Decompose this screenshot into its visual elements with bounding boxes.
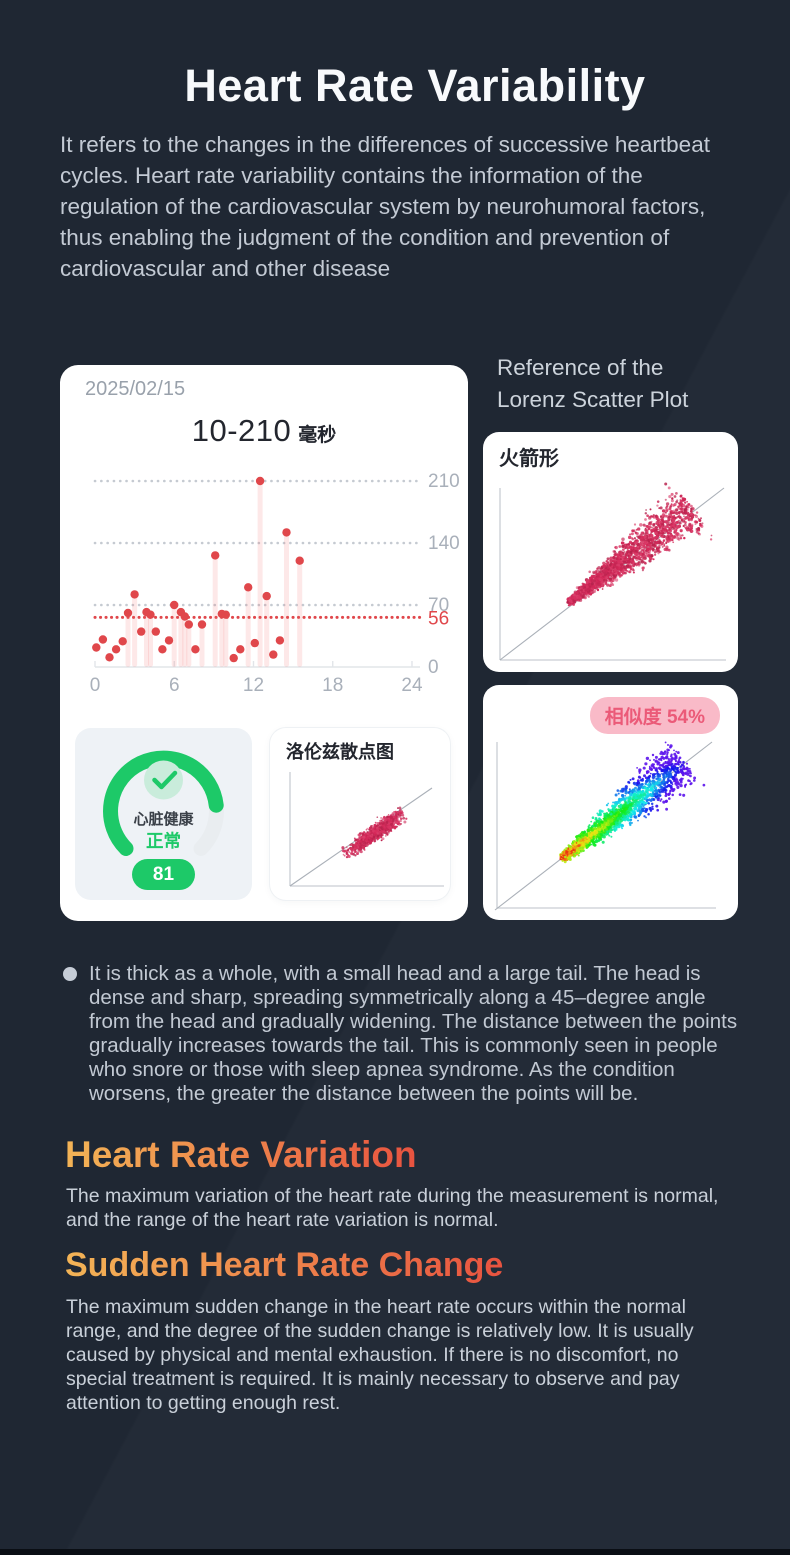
range-title: 10-210 毫秒 [60,413,468,449]
page-title: Heart Rate Variability [184,60,646,111]
reference-title: Reference of the Lorenz Scatter Plot [497,352,742,416]
section-heading-sudden-change: Sudden Heart Rate Change [65,1246,504,1284]
svg-text:24: 24 [401,675,423,696]
footer-bar [0,1549,790,1555]
section-body-sudden-change: The maximum sudden change in the heart r… [66,1296,694,1414]
svg-text:56: 56 [428,608,449,629]
section-body-heart-rate-variation: The maximum variation of the heart rate … [66,1185,719,1231]
bullet-text: It is thick as a whole, with a small hea… [89,962,738,1105]
score-badge: 81 [132,859,195,890]
bullet-row: It is thick as a whole, with a small hea… [63,962,751,1106]
range-value: 10-210 [191,413,292,448]
svg-text:70: 70 [428,595,449,616]
svg-text:140: 140 [428,533,460,554]
hrv-scatter-chart: 70 140 210 56 0 0 6 12 18 24 [90,471,460,696]
heart-health-gauge-card: 心脏健康 正常 81 [75,728,252,900]
rocket-shape-card: 火箭形 [483,432,738,672]
intro-text: It refers to the changes in the differen… [60,132,710,281]
similarity-card: 相似度 54% [483,685,738,920]
hrv-daily-card: 2025/02/15 10-210 毫秒 70 140 210 56 0 0 6 12 18 24 … [60,365,468,921]
gauge-label: 心脏健康 [133,811,194,828]
rocket-shape-plot [499,482,726,661]
mini-lorenz-title: 洛伦兹散点图 [286,742,394,762]
svg-text:210: 210 [428,471,460,492]
reference-title-line2: Lorenz Scatter Plot [497,387,689,412]
similarity-badge: 相似度 54% [589,697,720,734]
gauge-arc-with-check-icon [103,750,224,856]
gauge-status: 正常 [146,831,181,851]
mini-lorenz-card: 洛伦兹散点图 [270,728,450,900]
mini-lorenz-plot [289,772,444,887]
similarity-plot [494,741,716,911]
svg-text:18: 18 [322,675,343,696]
svg-text:0: 0 [90,675,101,696]
svg-text:0: 0 [428,657,439,678]
rocket-shape-label: 火箭形 [499,448,559,470]
bullet-icon [63,967,77,981]
date-label: 2025/02/15 [85,378,186,400]
reference-title-line1: Reference of the [497,355,664,380]
svg-text:6: 6 [169,675,180,696]
section-heading-heart-rate-variation: Heart Rate Variation [65,1134,417,1175]
svg-text:12: 12 [243,675,264,696]
range-unit-label: 毫秒 [298,425,337,446]
